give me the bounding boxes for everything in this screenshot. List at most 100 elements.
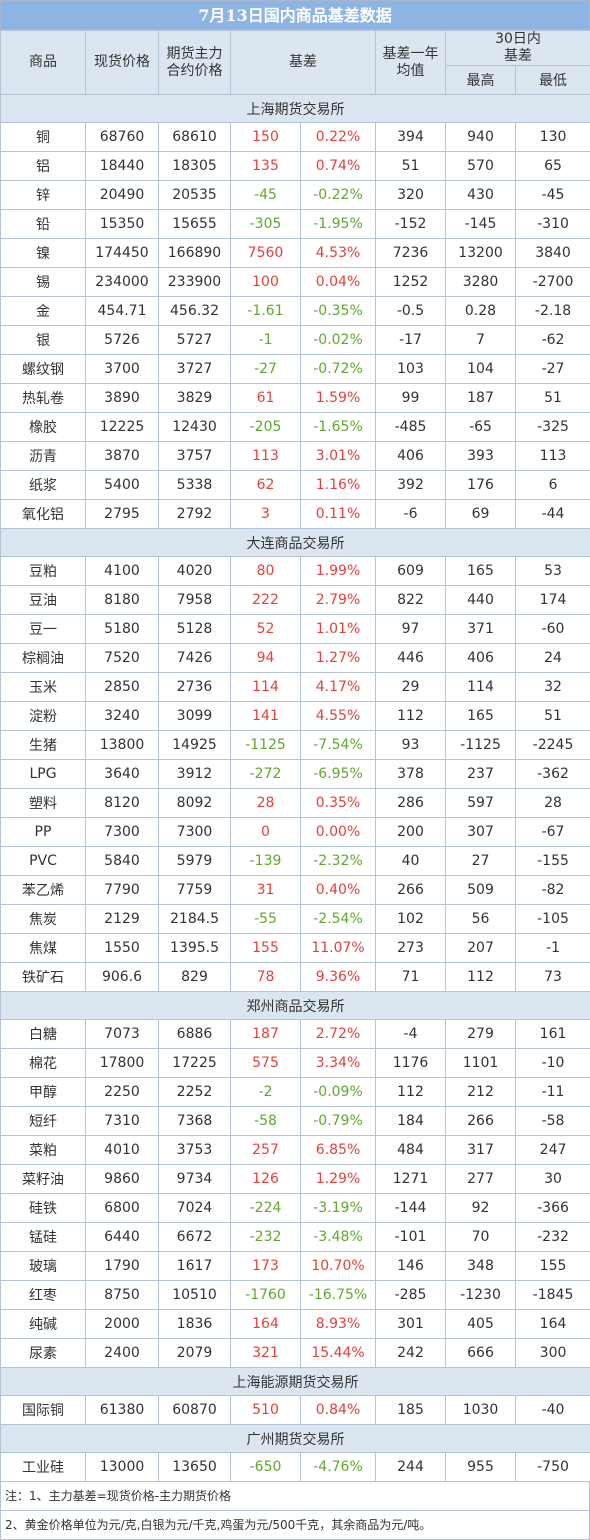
cell: 244 (376, 1453, 446, 1482)
cell: 13000 (86, 1453, 159, 1482)
cell: 484 (376, 1136, 446, 1165)
cell: 166890 (159, 239, 231, 268)
cell: 7024 (159, 1194, 231, 1223)
cell: 430 (446, 181, 516, 210)
cell: PVC (1, 847, 86, 876)
cell: 0.40% (301, 876, 376, 905)
cell: 4.17% (301, 673, 376, 702)
cell: 102 (376, 905, 446, 934)
cell: 1.99% (301, 557, 376, 586)
cell: 174450 (86, 239, 159, 268)
header-text: 30日内基差 (489, 31, 546, 65)
cell: 塑料 (1, 789, 86, 818)
cell: 锌 (1, 181, 86, 210)
cell: 3890 (86, 384, 159, 413)
cell: 301 (376, 1310, 446, 1339)
cell: -1125 (446, 731, 516, 760)
cell: 0.28 (446, 297, 516, 326)
cell: 2400 (86, 1339, 159, 1368)
cell: 铝 (1, 152, 86, 181)
cell: 生猪 (1, 731, 86, 760)
cell: 菜籽油 (1, 1165, 86, 1194)
cell: 52 (231, 615, 301, 644)
cell: 446 (376, 644, 446, 673)
cell: -0.22% (301, 181, 376, 210)
cell: -272 (231, 760, 301, 789)
cell: 150 (231, 123, 301, 152)
header-cell: 商品 (1, 31, 86, 95)
cell: 112 (376, 1078, 446, 1107)
cell: 165 (446, 702, 516, 731)
cell: -40 (516, 1396, 590, 1425)
header-text: 期货主力合约价格 (166, 46, 223, 80)
cell: 3753 (159, 1136, 231, 1165)
cell: 0.35% (301, 789, 376, 818)
cell: 104 (446, 355, 516, 384)
cell: 20535 (159, 181, 231, 210)
cell: -366 (516, 1194, 590, 1223)
cell: -3.48% (301, 1223, 376, 1252)
cell: -3.19% (301, 1194, 376, 1223)
cell: -152 (376, 210, 446, 239)
cell: 174 (516, 586, 590, 615)
cell: 0.74% (301, 152, 376, 181)
cell: 317 (446, 1136, 516, 1165)
cell: -1 (516, 934, 590, 963)
cell: 378 (376, 760, 446, 789)
cell: -58 (231, 1107, 301, 1136)
cell: 68610 (159, 123, 231, 152)
header-text: 现货价格 (93, 54, 150, 71)
cell: 国际铜 (1, 1396, 86, 1425)
cell: -2.32% (301, 847, 376, 876)
cell: -310 (516, 210, 590, 239)
cell: 822 (376, 586, 446, 615)
cell: -67 (516, 818, 590, 847)
cell: 17800 (86, 1049, 159, 1078)
cell: -750 (516, 1453, 590, 1482)
cell: 金 (1, 297, 86, 326)
cell: 20490 (86, 181, 159, 210)
cell: 60870 (159, 1396, 231, 1425)
cell: 0 (231, 818, 301, 847)
cell: 286 (376, 789, 446, 818)
cell: 130 (516, 123, 590, 152)
cell: -101 (376, 1223, 446, 1252)
cell: -2 (231, 1078, 301, 1107)
cell: 392 (376, 471, 446, 500)
cell: 5400 (86, 471, 159, 500)
cell: 3870 (86, 442, 159, 471)
cell: 141 (231, 702, 301, 731)
cell: 5338 (159, 471, 231, 500)
cell: 32 (516, 673, 590, 702)
cell: 164 (231, 1310, 301, 1339)
header-text: 商品 (14, 54, 71, 71)
cell: 146 (376, 1252, 446, 1281)
cell: -45 (516, 181, 590, 210)
cell: -10 (516, 1049, 590, 1078)
cell: 237 (446, 760, 516, 789)
cell: 锰硅 (1, 1223, 86, 1252)
cell: 3099 (159, 702, 231, 731)
cell: 31 (231, 876, 301, 905)
cell: 焦炭 (1, 905, 86, 934)
cell: 1.59% (301, 384, 376, 413)
cell: 609 (376, 557, 446, 586)
cell: 114 (231, 673, 301, 702)
cell: 114 (446, 673, 516, 702)
cell: 2129 (86, 905, 159, 934)
cell: 113 (231, 442, 301, 471)
